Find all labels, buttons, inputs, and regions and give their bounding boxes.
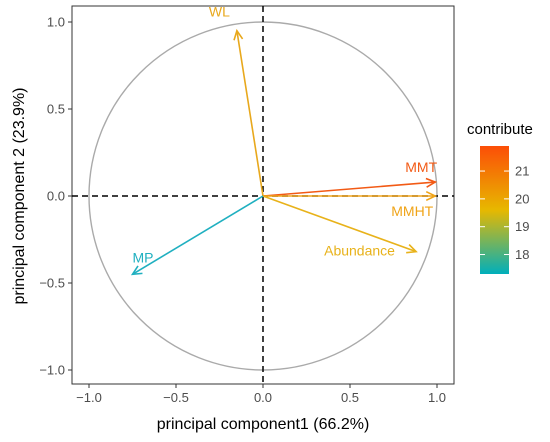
y-axis-title: principal component 2 (23.9%) (11, 87, 28, 304)
vector-label-mmt: MMT (405, 159, 437, 175)
arrowhead-wl (233, 28, 244, 41)
x-tick-label: 0.5 (341, 390, 359, 405)
arrowhead-mmt (425, 177, 438, 188)
y-tick-label: −1.0 (39, 363, 65, 378)
x-tick-label: 1.0 (428, 390, 446, 405)
vector-mp (132, 195, 264, 275)
x-axis-title: principal component1 (66.2%) (157, 416, 370, 433)
arrowhead-abundance (406, 243, 418, 254)
vector-wl (236, 30, 264, 197)
y-tick-label: 0.5 (47, 102, 65, 117)
x-tick-label: −0.5 (163, 390, 189, 405)
arrowhead-mp (130, 265, 143, 276)
arrowhead-mmht (425, 190, 438, 202)
legend-colorbar (480, 146, 509, 274)
x-tick-label: −1.0 (76, 390, 102, 405)
vector-label-mp: MP (133, 249, 154, 265)
y-tick-label: 1.0 (47, 15, 65, 30)
legend-title: contribute (467, 121, 533, 138)
legend-tick-label: 18 (515, 247, 529, 262)
vector-label-wl: WL (209, 4, 230, 20)
vector-mmt (262, 181, 436, 197)
vector-label-mmht: MMHT (391, 203, 433, 219)
y-tick-label: 0.0 (47, 189, 65, 204)
legend-tick-label: 19 (515, 219, 529, 234)
legend-tick-label: 20 (515, 191, 529, 206)
legend-tick-label: 21 (515, 164, 529, 179)
y-tick-label: −0.5 (39, 276, 65, 291)
x-tick-label: 0.0 (254, 390, 272, 405)
vector-abundance (262, 195, 417, 253)
legend: contribute 18 19 20 21 (467, 121, 533, 274)
vector-label-abundance: Abundance (324, 243, 395, 259)
